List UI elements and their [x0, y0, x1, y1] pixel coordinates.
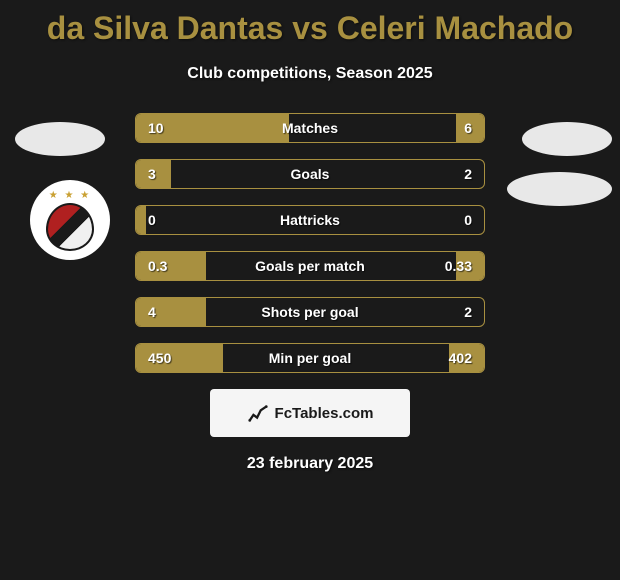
stat-row-goals-per-match: 0.3 Goals per match 0.33: [135, 251, 485, 281]
stat-value-right: 6: [464, 120, 472, 136]
comparison-subtitle: Club competitions, Season 2025: [0, 65, 620, 83]
stat-label: Shots per goal: [136, 304, 484, 320]
right-badge-placeholder-2: [507, 172, 612, 206]
stat-value-right: 402: [449, 350, 472, 366]
crest-shield-icon: [46, 203, 94, 251]
left-badge-placeholder: [15, 122, 105, 156]
stat-row-shots-per-goal: 4 Shots per goal 2: [135, 297, 485, 327]
stat-label: Goals: [136, 166, 484, 182]
footer-text: FcTables.com: [275, 405, 374, 422]
right-badge-placeholder-1: [522, 122, 612, 156]
chart-icon: [247, 402, 269, 424]
stat-label: Matches: [136, 120, 484, 136]
stat-label: Hattricks: [136, 212, 484, 228]
comparison-title: da Silva Dantas vs Celeri Machado: [0, 0, 620, 47]
team-crest: ★ ★ ★: [30, 180, 110, 260]
stat-row-hattricks: 0 Hattricks 0: [135, 205, 485, 235]
stat-label: Min per goal: [136, 350, 484, 366]
comparison-date: 23 february 2025: [0, 455, 620, 473]
stat-value-right: 0.33: [445, 258, 472, 274]
stat-value-right: 0: [464, 212, 472, 228]
stat-label: Goals per match: [136, 258, 484, 274]
stat-value-right: 2: [464, 166, 472, 182]
stat-value-right: 2: [464, 304, 472, 320]
crest-stars-icon: ★ ★ ★: [49, 190, 91, 201]
fctables-link[interactable]: FcTables.com: [210, 389, 410, 437]
stat-row-min-per-goal: 450 Min per goal 402: [135, 343, 485, 373]
stat-row-goals: 3 Goals 2: [135, 159, 485, 189]
stat-row-matches: 10 Matches 6: [135, 113, 485, 143]
stats-container: 10 Matches 6 3 Goals 2 0 Hattricks 0 0.3…: [135, 113, 485, 373]
